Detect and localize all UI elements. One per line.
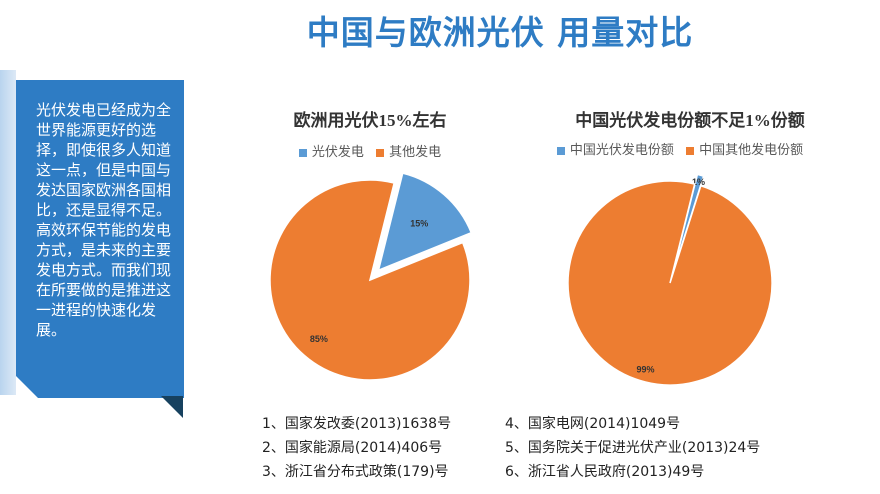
chart-1-slice-2 [269,179,471,381]
chart-2-title: 中国光伏发电份额不足1%份额 [575,111,805,130]
sidebar-panel [16,80,184,398]
reference-item: 2、国家能源局(2014)406号 [262,440,443,456]
chart-1-legend-swatch-2 [376,148,385,157]
chart-1-slice-1 [377,172,473,272]
chart-1-data-label-1: 15% [410,218,428,228]
chart-1-legend-label-1: 光伏发电 [311,145,364,160]
chart-2-data-label-2: 99% [637,364,655,374]
chart-2-legend-item-2: 中国其他发电份额 [686,139,803,158]
chart-2-data-label-1: 1% [692,177,705,187]
reference-item: 6、浙江省人民政府(2013)49号 [505,464,705,480]
chart-2-legend-label-1: 中国光伏发电份额 [569,143,674,158]
chart-2-legend-swatch-1 [556,146,565,155]
page-title: 中国与欧洲光伏 用量对比 [306,13,694,52]
references-right: 4、国家电网(2014)1049号 5、国务院关于促进光伏产业(2013)24号… [505,412,760,484]
chart-1-title: 欧洲用光伏15%左右 [293,111,447,130]
chart-2-slice-2 [567,180,773,386]
chart-1-legend-label-2: 其他发电 [389,145,442,160]
chart-1-legend-item-2: 其他发电 [376,141,441,160]
reference-item: 1、国家发改委(2013)1638号 [262,416,452,432]
chart-2-legend-swatch-2 [686,146,695,155]
decorative-stripe [0,70,16,395]
reference-item: 3、浙江省分布式政策(179)号 [262,464,449,480]
chart-2-legend: 中国光伏发电份额 中国其他发电份额 [515,139,845,158]
chart-2-legend-item-1: 中国光伏发电份额 [556,139,674,158]
chart-1-data-label-2: 85% [310,334,328,344]
reference-item: 5、国务院关于促进光伏产业(2013)24号 [505,440,761,456]
chart-1-legend-item-1: 光伏发电 [298,141,364,160]
chart-1-legend: 光伏发电 其他发电 [205,141,535,160]
chart-1-legend-swatch-1 [298,148,307,157]
references-left: 1、国家发改委(2013)1638号 2、国家能源局(2014)406号 3、浙… [262,412,451,484]
reference-item: 4、国家电网(2014)1049号 [505,416,681,432]
sidebar-text: 光伏发电已经成为全世界能源更好的选择，即使很多人知道这一点，但是中国与发达国家欧… [36,101,172,339]
chart-2-legend-label-2: 中国其他发电份额 [699,143,804,158]
